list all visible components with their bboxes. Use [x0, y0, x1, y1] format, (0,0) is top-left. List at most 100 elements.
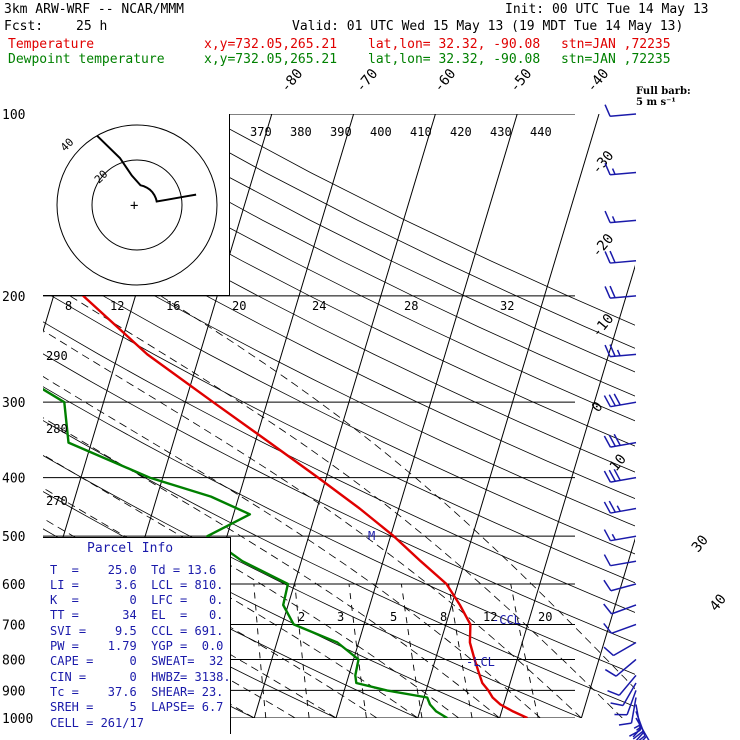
- hodograph-speed-label: 12: [110, 299, 124, 313]
- temperature-latlon: lat,lon= 32.32, -90.08: [368, 37, 541, 52]
- isotherm-line: [663, 114, 740, 718]
- wind-barb: [603, 622, 637, 635]
- ccl-marker: -CCL: [492, 613, 521, 627]
- adiabat-label: 280: [46, 422, 68, 436]
- parcel-row: Tc = 37.6 SHEAR= 23.: [50, 685, 224, 699]
- hodograph-speed-label: 28: [404, 299, 418, 313]
- parcel-row: LI = 3.6 LCL = 810.: [50, 578, 224, 592]
- dewpoint-station: stn=JAN ,72235: [561, 52, 671, 67]
- pressure-label: 600: [2, 578, 25, 593]
- dry-adiabat-line: [74, 114, 635, 397]
- wind-barb: [604, 162, 637, 176]
- dry-adiabat-line: [43, 420, 635, 708]
- pressure-label: 700: [2, 618, 25, 633]
- temperature-xy: x,y=732.05,265.21: [204, 37, 338, 52]
- init-time: Init: 00 UTC Tue 14 May 13: [505, 2, 709, 17]
- isotherm-label: -80: [278, 66, 307, 96]
- adiabat-label: 430: [490, 125, 512, 139]
- dry-adiabat-line: [43, 201, 635, 500]
- dry-adiabat-line: [43, 146, 635, 447]
- mixing-ratio-label: 20: [538, 610, 552, 624]
- mixing-ratio-line: [294, 583, 310, 718]
- wind-barb: [603, 641, 637, 657]
- mixing-ratio-label: 3: [337, 610, 344, 624]
- adiabat-label: 380: [290, 125, 312, 139]
- parcel-info-panel: Parcel Info T = 25.0 Td = 13.6 LI = 3.6 …: [43, 537, 231, 734]
- moist-adiabat-line: [43, 376, 541, 718]
- model-title: 3km ARW-WRF -- NCAR/MMM: [4, 2, 185, 17]
- parcel-row: SVI = 9.5 CCL = 691.: [50, 624, 224, 638]
- hodograph-ring-outer: [56, 124, 218, 286]
- dewpoint-latlon: lat,lon= 32.32, -90.08: [368, 52, 541, 67]
- wind-barb: [604, 210, 637, 224]
- hodograph-panel: 40 20 +: [43, 114, 230, 296]
- valid-time: Valid: 01 UTC Wed 15 May 13 (19 MDT Tue …: [292, 19, 684, 34]
- wind-barb: [604, 285, 637, 299]
- parcel-row: TT = 34 EL = 0.: [50, 608, 224, 622]
- parcel-row: CIN = 0 HWBZ= 3138.: [50, 670, 231, 684]
- isotherm-label: -30: [589, 148, 618, 178]
- hodograph-speed-label: 24: [312, 299, 326, 313]
- wind-barb: [603, 393, 637, 408]
- wind-barbs: [603, 104, 650, 740]
- adiabat-label: 440: [530, 125, 552, 139]
- wind-barb: [603, 603, 637, 615]
- mixing-ratio-label: 12: [483, 610, 497, 624]
- adiabat-label: 400: [370, 125, 392, 139]
- dry-adiabat-line: [43, 120, 635, 422]
- m-marker: M: [368, 529, 375, 543]
- parcel-row: CELL = 261/17: [50, 716, 144, 730]
- pressure-label: 1000: [2, 712, 33, 727]
- adiabat-label: 390: [330, 125, 352, 139]
- dewpoint-legend: Dewpoint temperature: [8, 52, 165, 67]
- dry-adiabat-line: [43, 321, 635, 613]
- pressure-label: 200: [2, 290, 25, 305]
- isotherm-line: [335, 114, 518, 718]
- hodograph-speed-label: 16: [166, 299, 180, 313]
- moist-adiabat-line: [43, 221, 635, 690]
- mixing-ratio-label: 5: [390, 610, 397, 624]
- mixing-ratio-line: [448, 583, 473, 718]
- moist-adiabat-line: [43, 330, 582, 718]
- temperature-legend: Temperature: [8, 37, 95, 52]
- isotherm-label: 40: [707, 591, 730, 614]
- wind-barb: [629, 704, 642, 737]
- isotherm-line: [580, 537, 635, 718]
- wind-barb: [603, 554, 637, 567]
- adiabat-label: 270: [46, 494, 68, 508]
- wind-barb: [603, 468, 637, 483]
- hodograph-trace: [96, 134, 197, 203]
- parcel-row: T = 25.0 Td = 13.6: [50, 563, 217, 577]
- parcel-row: CAPE = 0 SWEAT= 32: [50, 654, 224, 668]
- wind-barb: [604, 250, 637, 264]
- wind-barb: [603, 579, 637, 592]
- isotherm-line: [253, 114, 436, 718]
- lcl-marker: -LCL: [466, 655, 495, 669]
- isotherm-line: [417, 114, 600, 718]
- wind-barb: [603, 529, 637, 542]
- hodograph-speed-label: 32: [500, 299, 514, 313]
- dry-adiabat-line: [43, 290, 635, 584]
- pressure-label: 100: [2, 108, 25, 123]
- parcel-row: PW = 1.79 YGP = 0.0: [50, 639, 224, 653]
- adiabat-label: 290: [46, 349, 68, 363]
- isotherm-label: -50: [507, 66, 536, 96]
- hodograph-ring-inner: [91, 159, 183, 251]
- mixing-ratio-line: [510, 583, 539, 718]
- moist-adiabat-line: [43, 454, 459, 718]
- isotherm-label: -70: [353, 66, 382, 96]
- pressure-label: 800: [2, 653, 25, 668]
- temperature-station: stn=JAN ,72235: [561, 37, 671, 52]
- forecast-hour: 25 h: [76, 19, 108, 34]
- isotherm-label: -60: [431, 66, 460, 96]
- dry-adiabat-line: [43, 566, 337, 718]
- dry-adiabat-line: [43, 174, 635, 473]
- wind-barb: [603, 433, 637, 448]
- pressure-label: 400: [2, 472, 25, 487]
- moist-adiabat-line: [43, 417, 500, 718]
- dry-adiabat-line: [43, 386, 635, 675]
- parcel-info-title: Parcel Info: [87, 541, 174, 556]
- moist-adiabat-line: [43, 487, 419, 718]
- hodograph-ring-label: 40: [58, 136, 77, 155]
- mixing-ratio-line: [400, 583, 423, 718]
